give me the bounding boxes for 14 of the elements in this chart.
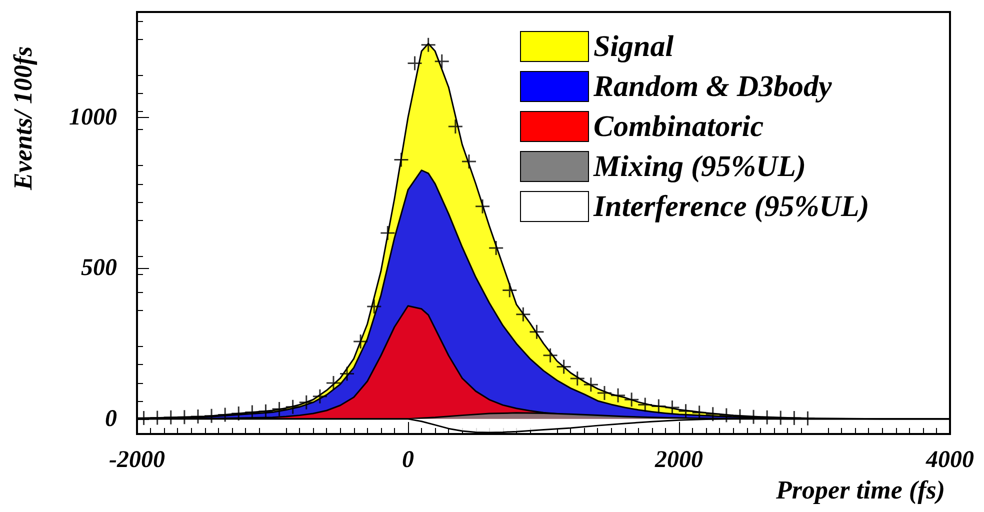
x-axis-title: Proper time (fs): [775, 476, 946, 504]
y-axis-title: Events/ 100fs: [8, 46, 38, 191]
x-tick-label: 2000: [654, 447, 703, 473]
legend-label: Mixing (95%UL): [592, 150, 806, 183]
legend-label: Signal: [594, 30, 674, 63]
y-tick-label: 0: [105, 406, 117, 432]
legend-label: Combinatoric: [594, 110, 764, 143]
x-tick-label: 0: [402, 447, 414, 473]
legend-label: Random & D3body: [592, 70, 833, 103]
legend-label: Interference (95%UL): [592, 190, 870, 223]
x-tick-label: 4000: [925, 447, 974, 473]
x-tick-label: -2000: [109, 447, 165, 473]
y-tick-label: 500: [81, 255, 117, 282]
y-tick-label: 1000: [69, 104, 117, 130]
